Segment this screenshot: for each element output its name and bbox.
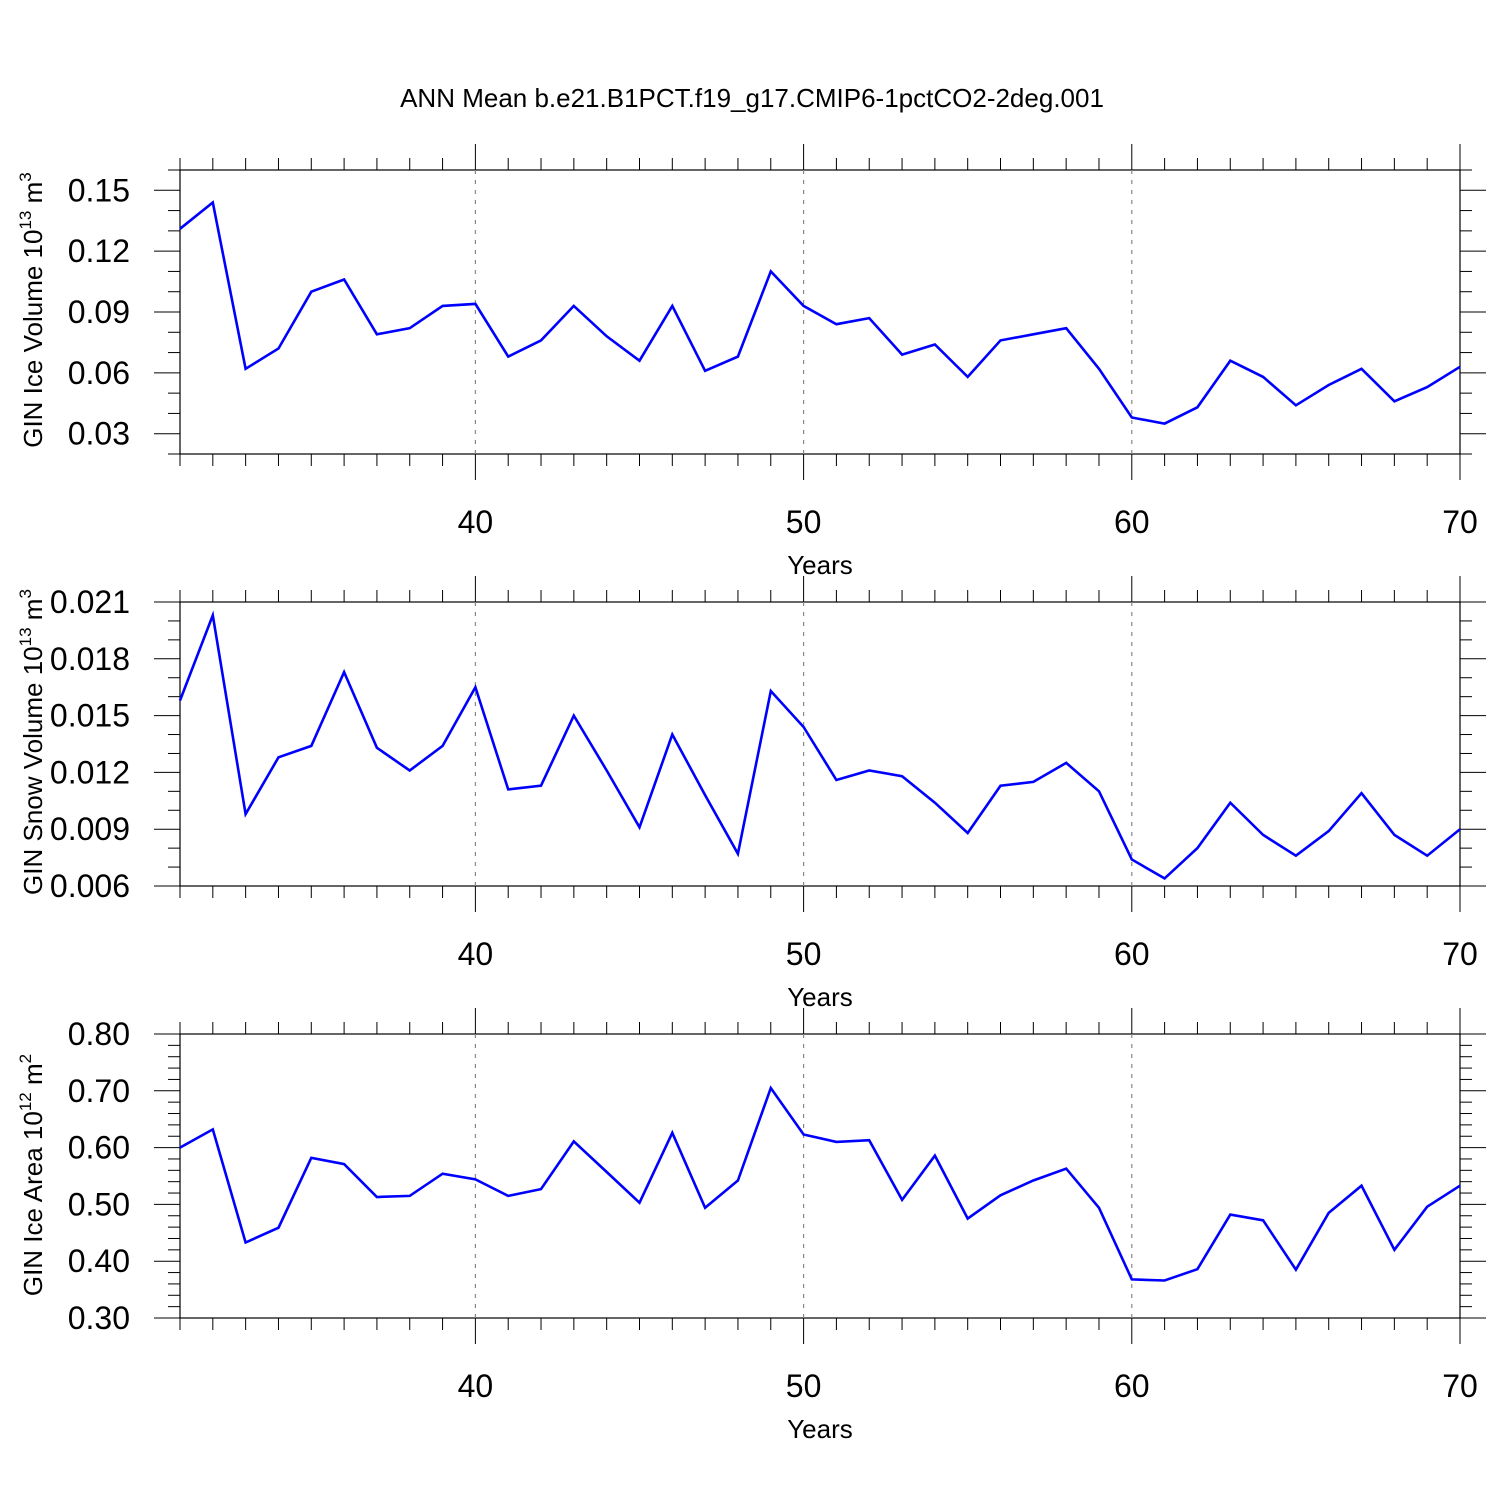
x-tick-label: 70 xyxy=(1442,504,1478,540)
data-series-line xyxy=(178,610,1461,881)
x-axis-label: Years xyxy=(787,982,853,1012)
y-tick-label: 0.006 xyxy=(50,868,130,904)
y-axis-label-space xyxy=(18,1140,48,1147)
y-axis-label: GIN Ice Volume 1013 m3 xyxy=(16,172,48,448)
y-tick-label: 0.012 xyxy=(50,754,130,790)
x-tick-label: 50 xyxy=(786,1368,822,1404)
x-tick-label: 50 xyxy=(786,504,822,540)
data-series-line xyxy=(179,200,1461,425)
y-tick-label: 0.018 xyxy=(50,641,130,677)
y-tick-label: 0.15 xyxy=(68,172,130,208)
x-tick-label: 70 xyxy=(1442,1368,1478,1404)
y-tick-label: 0.12 xyxy=(68,233,130,269)
figure-title: ANN Mean b.e21.B1PCT.f19_g17.CMIP6-1pctC… xyxy=(400,83,1104,113)
y-tick-label: 0.40 xyxy=(68,1243,130,1279)
y-tick-label: 0.03 xyxy=(68,416,130,452)
y-axis-label-exponent2: 3 xyxy=(16,589,35,598)
y-axis-label-exponent2: 3 xyxy=(16,172,35,181)
x-tick-label: 40 xyxy=(458,936,494,972)
x-tick-label: 70 xyxy=(1442,936,1478,972)
y-axis-label-exponent: 13 xyxy=(16,627,35,646)
x-tick-label: 50 xyxy=(786,936,822,972)
y-axis-label-unit2: m xyxy=(18,182,48,204)
y-tick-label: 0.009 xyxy=(50,811,130,847)
y-axis-label-name: GIN Snow Volume xyxy=(18,683,48,895)
y-tick-label: 0.30 xyxy=(68,1300,130,1336)
y-axis-label-unit2: m xyxy=(18,599,48,621)
x-axis-label: Years xyxy=(787,1414,853,1444)
y-axis-label-space2 xyxy=(18,203,48,210)
x-tick-label: 40 xyxy=(458,504,494,540)
y-tick-label: 0.50 xyxy=(68,1186,130,1222)
y-axis-label-unit: 10 xyxy=(18,1111,48,1140)
x-tick-label: 60 xyxy=(1114,1368,1150,1404)
y-tick-label: 0.60 xyxy=(68,1130,130,1166)
x-axis-label: Years xyxy=(787,550,853,580)
data-series-line xyxy=(179,1085,1461,1282)
y-axis-label-name: GIN Ice Volume xyxy=(18,266,48,448)
y-tick-label: 0.021 xyxy=(50,584,130,620)
y-axis-label-exponent2: 2 xyxy=(16,1054,35,1063)
plot-frame xyxy=(179,601,1461,887)
y-axis-label-exponent: 12 xyxy=(16,1092,35,1111)
x-tick-label: 60 xyxy=(1114,936,1150,972)
y-axis-label-name: GIN Ice Area xyxy=(18,1147,48,1296)
y-axis-label-unit2: m xyxy=(18,1063,48,1085)
y-tick-label: 0.09 xyxy=(68,294,130,330)
y-axis-label-space xyxy=(18,675,48,682)
y-axis-label-space2 xyxy=(18,1085,48,1092)
chart-panel-3: 40 50 60 70 Years 0.30 0.40 0.50 0.60 0.70 0.80 GIN… xyxy=(16,1008,1486,1444)
panels: 40 50 60 70 Years 0.03 0.06 0.09 0.12 0.15 GIN Ice… xyxy=(16,144,1486,1444)
y-axis-label: GIN Snow Volume 1013 m3 xyxy=(16,589,48,895)
y-axis-label-unit: 10 xyxy=(18,646,48,675)
y-tick-label: 0.06 xyxy=(68,355,130,391)
y-tick-label: 0.015 xyxy=(50,698,130,734)
chart-panel-1: 40 50 60 70 Years 0.03 0.06 0.09 0.12 0.15 GIN Ice… xyxy=(16,144,1486,580)
y-axis-label-unit: 10 xyxy=(18,230,48,259)
plot-frame xyxy=(179,1033,1461,1319)
y-axis-label-exponent: 13 xyxy=(16,211,35,230)
y-axis-label-space2 xyxy=(18,620,48,627)
y-axis-label-space xyxy=(18,258,48,265)
chart-panel-2: 40 50 60 70 Years 0.006 0.009 0.012 0.015 0.018 0.… xyxy=(16,576,1486,1012)
y-tick-label: 0.70 xyxy=(68,1073,130,1109)
x-tick-label: 60 xyxy=(1114,504,1150,540)
y-tick-label: 0.80 xyxy=(68,1016,130,1052)
x-tick-label: 40 xyxy=(458,1368,494,1404)
y-axis-label: GIN Ice Area 1012 m2 xyxy=(16,1054,48,1296)
